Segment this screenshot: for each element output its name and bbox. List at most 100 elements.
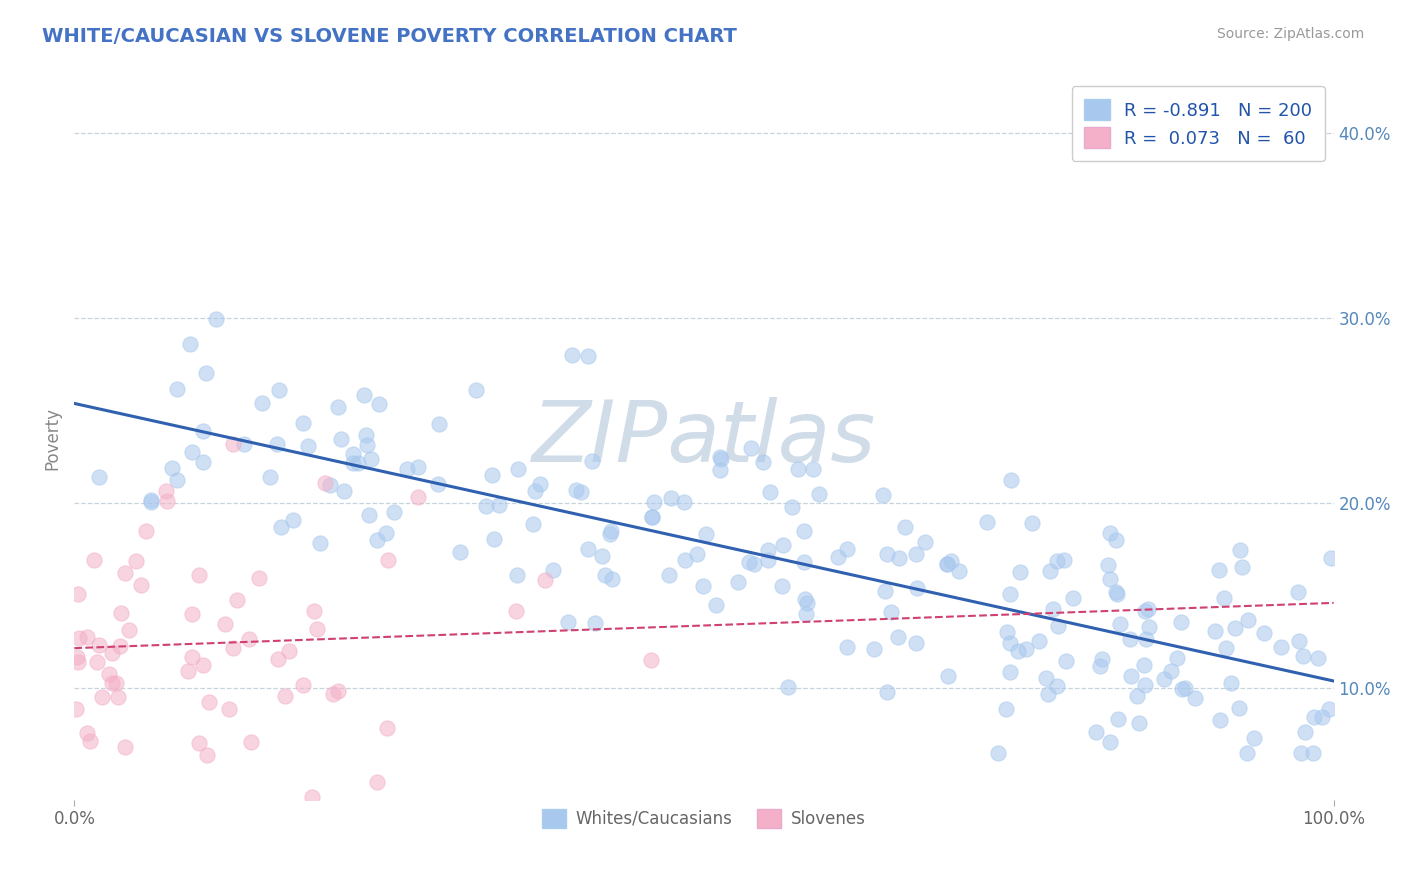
Point <box>905 581 928 595</box>
Point <box>1317 702 1340 716</box>
Point <box>191 424 214 438</box>
Point <box>333 483 356 498</box>
Text: ZIPatlas: ZIPatlas <box>531 397 876 480</box>
Point <box>1184 690 1206 705</box>
Point <box>987 746 1010 760</box>
Point <box>114 739 136 754</box>
Point <box>1000 474 1022 488</box>
Point <box>534 573 557 587</box>
Point <box>793 524 815 538</box>
Point <box>740 442 762 456</box>
Point <box>998 636 1021 650</box>
Point <box>872 488 894 502</box>
Point <box>427 417 450 431</box>
Point <box>67 631 90 645</box>
Point <box>541 563 564 577</box>
Point <box>599 527 621 541</box>
Point <box>1294 725 1316 739</box>
Point <box>506 568 529 582</box>
Point <box>1209 714 1232 728</box>
Point <box>904 636 927 650</box>
Point <box>948 564 970 578</box>
Point <box>1153 673 1175 687</box>
Point <box>353 388 375 402</box>
Point <box>266 437 288 451</box>
Point <box>396 462 419 476</box>
Point <box>793 555 815 569</box>
Point <box>796 596 818 610</box>
Point <box>1213 591 1236 605</box>
Point <box>879 605 901 619</box>
Point <box>641 509 664 524</box>
Point <box>935 558 957 572</box>
Point <box>1302 746 1324 760</box>
Point <box>240 734 263 748</box>
Point <box>1088 659 1111 673</box>
Point <box>197 695 219 709</box>
Point <box>1062 591 1084 606</box>
Point <box>274 689 297 703</box>
Point <box>600 572 623 586</box>
Point <box>1208 564 1230 578</box>
Point <box>887 551 910 566</box>
Point <box>328 684 350 698</box>
Point <box>1046 553 1069 567</box>
Point <box>309 535 332 549</box>
Point <box>1039 564 1062 578</box>
Point <box>876 547 898 561</box>
Point <box>710 452 733 467</box>
Point <box>600 524 623 539</box>
Point <box>1107 712 1129 726</box>
Point <box>758 542 780 557</box>
Point <box>1227 701 1250 715</box>
Point <box>301 790 323 805</box>
Point <box>1053 552 1076 566</box>
Point <box>837 640 859 655</box>
Point <box>1215 640 1237 655</box>
Point <box>195 366 218 380</box>
Point <box>529 476 551 491</box>
Point <box>704 598 727 612</box>
Point <box>156 494 179 508</box>
Point <box>876 684 898 698</box>
Point <box>250 395 273 409</box>
Point <box>222 641 245 656</box>
Point <box>1105 533 1128 547</box>
Point <box>1270 640 1292 655</box>
Point <box>67 655 90 669</box>
Point <box>449 544 471 558</box>
Point <box>738 555 761 569</box>
Point <box>1237 613 1260 627</box>
Point <box>155 483 177 498</box>
Point <box>1136 601 1159 615</box>
Point <box>1292 649 1315 664</box>
Point <box>67 586 90 600</box>
Point <box>291 416 314 430</box>
Point <box>581 454 603 468</box>
Point <box>406 490 429 504</box>
Point <box>772 538 794 552</box>
Point <box>886 630 908 644</box>
Point <box>367 397 389 411</box>
Point <box>641 509 664 524</box>
Point <box>292 677 315 691</box>
Point <box>166 474 188 488</box>
Text: WHITE/CAUCASIAN VS SLOVENE POVERTY CORRELATION CHART: WHITE/CAUCASIAN VS SLOVENE POVERTY CORRE… <box>42 27 737 45</box>
Point <box>314 476 336 491</box>
Point <box>1084 724 1107 739</box>
Point <box>914 535 936 549</box>
Point <box>1099 572 1122 586</box>
Point <box>267 383 290 397</box>
Point <box>319 478 342 492</box>
Point <box>191 658 214 673</box>
Point <box>129 578 152 592</box>
Point <box>1135 632 1157 647</box>
Point <box>188 736 211 750</box>
Point <box>1099 525 1122 540</box>
Point <box>1105 585 1128 599</box>
Point <box>756 553 779 567</box>
Point <box>808 487 831 501</box>
Point <box>342 456 364 470</box>
Point <box>65 702 87 716</box>
Point <box>1170 615 1192 630</box>
